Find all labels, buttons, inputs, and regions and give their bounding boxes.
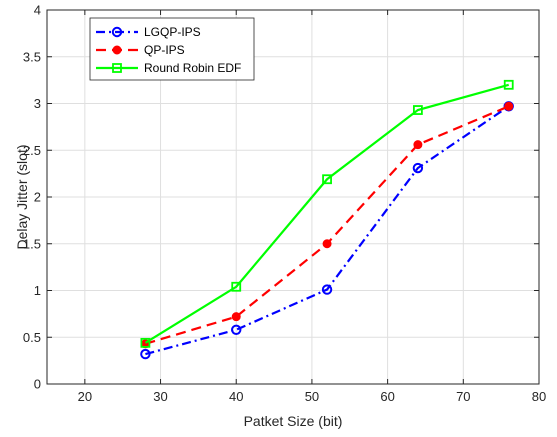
legend-marker [112, 45, 122, 55]
y-tick-label: 2.5 [23, 143, 41, 158]
data-point [231, 324, 242, 335]
legend-marker [111, 26, 123, 38]
y-tick-label: 1 [34, 283, 41, 298]
y-tick-label: 1.5 [23, 236, 41, 251]
legend-marker [112, 63, 122, 73]
data-point [231, 312, 241, 322]
x-tick-label: 20 [78, 389, 92, 404]
data-point [322, 239, 332, 249]
legend-label: QP-IPS [144, 43, 185, 57]
axis-ticks: 20 30 40 50 60 70 80 0 0.5 1 1.5 2 2.5 3 3.5 4 [23, 3, 546, 405]
y-axis-label: Delay Jitter (slot) [14, 144, 30, 249]
x-tick-label: 50 [305, 389, 319, 404]
series-2 [140, 101, 514, 349]
x-tick-label: 80 [532, 389, 546, 404]
series-layer [140, 79, 514, 360]
data-point [140, 337, 151, 348]
plot-frame [46, 9, 540, 385]
data-point [504, 101, 514, 111]
data-point [140, 348, 151, 360]
series-line [145, 105, 510, 356]
data-point [322, 174, 332, 185]
legend-label: Round Robin EDF [144, 61, 241, 75]
y-tick-label: 3 [34, 96, 41, 111]
x-tick-label: 70 [456, 389, 470, 404]
legend-label: LGQP-IPS [144, 25, 201, 39]
data-point [231, 281, 242, 292]
series-3 [140, 79, 514, 348]
y-tick-label: 0.5 [23, 330, 41, 345]
data-point [412, 162, 424, 174]
y-tick-label: 2 [34, 190, 41, 205]
y-tick-label: 3.5 [23, 49, 41, 64]
y-tick-label: 4 [34, 3, 41, 18]
data-point [413, 140, 423, 150]
data-point [321, 284, 333, 295]
x-tick-label: 30 [153, 389, 167, 404]
x-tick-label: 60 [380, 389, 394, 404]
y-tick-label: 0 [34, 377, 41, 392]
x-axis-label: Patket Size (bit) [244, 413, 343, 429]
data-point [412, 105, 423, 115]
x-tick-label: 40 [229, 389, 243, 404]
legend: LGQP-IPS QP-IPS Round Robin EDF [89, 17, 255, 81]
series-line [144, 83, 510, 344]
data-point [503, 79, 514, 90]
